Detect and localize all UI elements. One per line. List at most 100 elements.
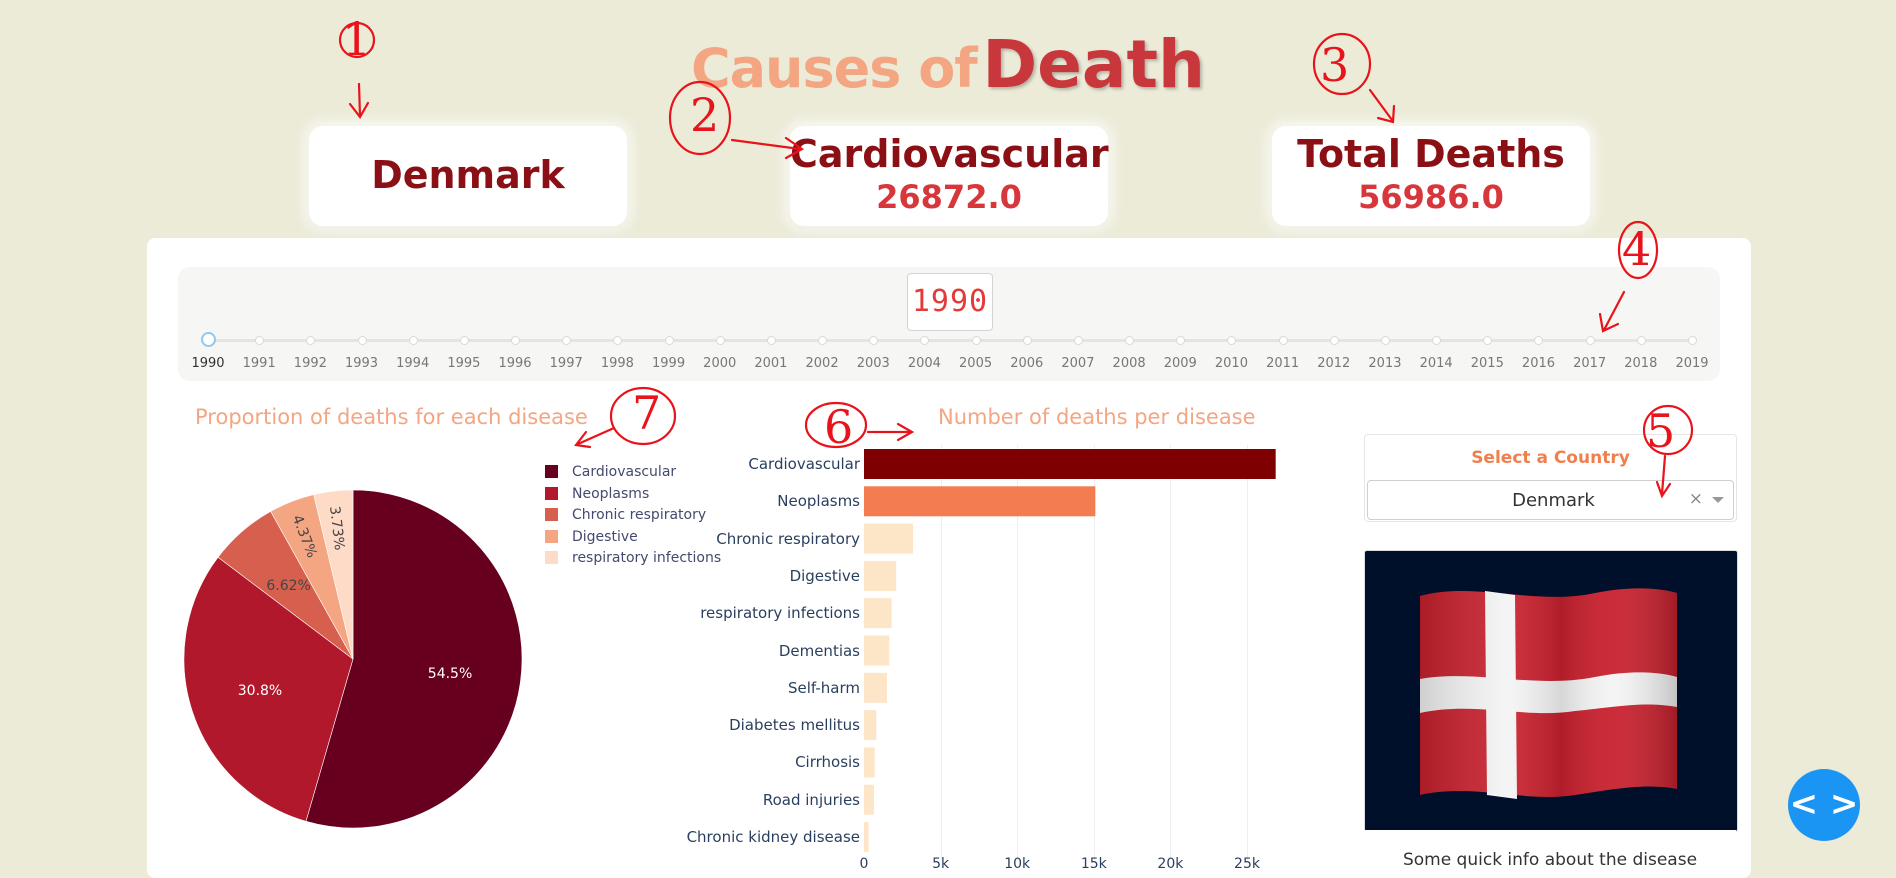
year-slider-tick[interactable] <box>664 336 674 345</box>
year-slider-label[interactable]: 1992 <box>293 356 327 371</box>
year-slider-label[interactable]: 1995 <box>447 356 481 371</box>
total-deaths-card-value: 56986.0 <box>1358 178 1504 216</box>
year-slider-tick[interactable] <box>511 336 521 345</box>
year-slider-label[interactable]: 2015 <box>1470 356 1504 371</box>
year-slider-tick[interactable] <box>920 336 930 345</box>
year-slider-tick[interactable] <box>1125 336 1135 345</box>
year-slider-tick[interactable] <box>1380 336 1390 345</box>
legend-label: Cardiovascular <box>572 464 677 480</box>
year-slider-tick[interactable] <box>1534 336 1544 345</box>
annotation-3: 3 <box>1320 38 1350 92</box>
legend-item[interactable]: respiratory infections <box>545 550 721 568</box>
year-slider-tick[interactable] <box>766 336 776 345</box>
pie-chart-title: Proportion of deaths for each disease <box>195 405 588 429</box>
annotation-6-arrow <box>866 422 915 442</box>
year-slider-tick[interactable] <box>613 336 623 345</box>
country-card: Denmark <box>309 126 627 226</box>
bar-gridline <box>1017 445 1019 860</box>
year-slider-tick[interactable] <box>562 336 572 345</box>
year-slider-label[interactable]: 2002 <box>805 356 839 371</box>
annotation-7: 7 <box>632 386 662 440</box>
code-toggle-button[interactable]: < > <box>1788 769 1860 841</box>
year-slider-tick[interactable] <box>408 336 418 345</box>
year-slider-tick[interactable] <box>869 336 879 345</box>
bar-chart-title: Number of deaths per disease <box>938 405 1256 429</box>
annotation-1-arrow <box>348 82 370 119</box>
year-slider-label[interactable]: 1993 <box>344 356 379 371</box>
year-slider-label[interactable]: 2005 <box>959 356 993 371</box>
year-slider-tick[interactable] <box>1073 336 1083 345</box>
bar-gridline <box>1170 445 1172 860</box>
clear-icon[interactable]: × <box>1688 489 1703 509</box>
legend-item[interactable]: Digestive <box>545 529 638 547</box>
year-slider-tick[interactable] <box>1329 336 1339 345</box>
legend-item[interactable]: Cardiovascular <box>545 464 676 482</box>
year-slider-handle[interactable] <box>201 332 216 347</box>
bar-chart <box>864 449 1276 852</box>
year-slider-label[interactable]: 1996 <box>498 356 532 371</box>
bar-category-label: Dementias <box>778 641 860 660</box>
annotation-6-circle <box>804 401 868 449</box>
legend-item[interactable]: Neoplasms <box>545 486 649 504</box>
year-slider-tick[interactable] <box>306 336 316 345</box>
year-slider-label[interactable]: 2006 <box>1010 356 1044 371</box>
bar-xtick-label: 25k <box>1234 856 1260 872</box>
year-slider-tick[interactable] <box>357 336 367 345</box>
year-slider-label[interactable]: 1997 <box>549 356 583 371</box>
annotation-2: 2 <box>690 88 720 142</box>
year-slider-label[interactable]: 1998 <box>600 356 634 371</box>
year-slider-label[interactable]: 2013 <box>1368 356 1402 371</box>
year-slider-tick[interactable] <box>1483 336 1493 345</box>
year-slider-label[interactable]: 2012 <box>1317 356 1351 371</box>
year-slider-tick[interactable] <box>1227 336 1237 345</box>
year-slider-label[interactable]: 2004 <box>907 356 941 371</box>
year-slider-tick[interactable] <box>1688 336 1697 345</box>
year-slider-tick[interactable] <box>715 336 725 345</box>
year-slider-label[interactable]: 2011 <box>1266 356 1300 371</box>
chevron-down-icon[interactable] <box>1712 497 1724 503</box>
code-brackets-icon: < > <box>1789 784 1859 824</box>
year-slider-label[interactable]: 2009 <box>1163 356 1197 371</box>
year-slider-tick[interactable] <box>1585 336 1595 345</box>
year-slider-label[interactable]: 1991 <box>242 356 276 371</box>
legend-label: Neoplasms <box>572 485 650 502</box>
year-slider-label[interactable]: 2003 <box>856 356 890 371</box>
year-slider-label[interactable]: 1990 <box>191 356 225 371</box>
year-slider-label[interactable]: 1994 <box>396 356 430 371</box>
annotation-3-arrow <box>1368 88 1396 124</box>
year-slider-label[interactable]: 1999 <box>652 356 686 371</box>
total-deaths-card: Total Deaths 56986.0 <box>1272 126 1590 226</box>
year-slider-label[interactable]: 2017 <box>1573 356 1607 371</box>
year-slider-tick[interactable] <box>971 336 981 345</box>
annotation-4-arrow <box>1598 290 1626 333</box>
country-card-label: Denmark <box>371 153 565 197</box>
year-slider-label[interactable]: 2018 <box>1624 356 1658 371</box>
year-slider-label[interactable]: 2008 <box>1112 356 1146 371</box>
year-slider-tick[interactable] <box>459 336 469 345</box>
year-slider-tick[interactable] <box>1636 336 1646 345</box>
bar-category-label: respiratory infections <box>700 604 860 623</box>
year-slider-label[interactable]: 2000 <box>703 356 737 371</box>
year-slider-label[interactable]: 2019 <box>1675 356 1709 371</box>
year-slider-tick[interactable] <box>1022 336 1032 345</box>
year-slider-label[interactable]: 2016 <box>1521 356 1556 371</box>
year-slider-tick[interactable] <box>1176 336 1186 345</box>
year-slider-tick[interactable] <box>1278 336 1288 345</box>
year-slider-tick[interactable] <box>255 336 265 345</box>
legend-swatch <box>545 508 558 521</box>
annotation-2-circle <box>668 80 732 156</box>
bar-gridline <box>940 445 942 860</box>
year-slider-label[interactable]: 2007 <box>1061 356 1095 371</box>
year-slider-label[interactable]: 2010 <box>1214 356 1248 371</box>
bar-category-label: Chronic respiratory <box>716 529 860 548</box>
year-slider-label[interactable]: 2014 <box>1419 356 1453 371</box>
year-slider-tick[interactable] <box>818 336 828 345</box>
legend-label: Chronic respiratory <box>572 507 707 523</box>
year-slider-label[interactable]: 2001 <box>754 356 788 371</box>
country-dropdown[interactable]: Denmark × <box>1367 480 1734 520</box>
legend-label: Digestive <box>572 528 638 545</box>
year-slider-tick[interactable] <box>1432 336 1442 345</box>
legend-item[interactable]: Chronic respiratory <box>545 507 706 525</box>
year-slider-track[interactable] <box>207 339 1691 342</box>
title-part2: Death <box>982 26 1205 103</box>
